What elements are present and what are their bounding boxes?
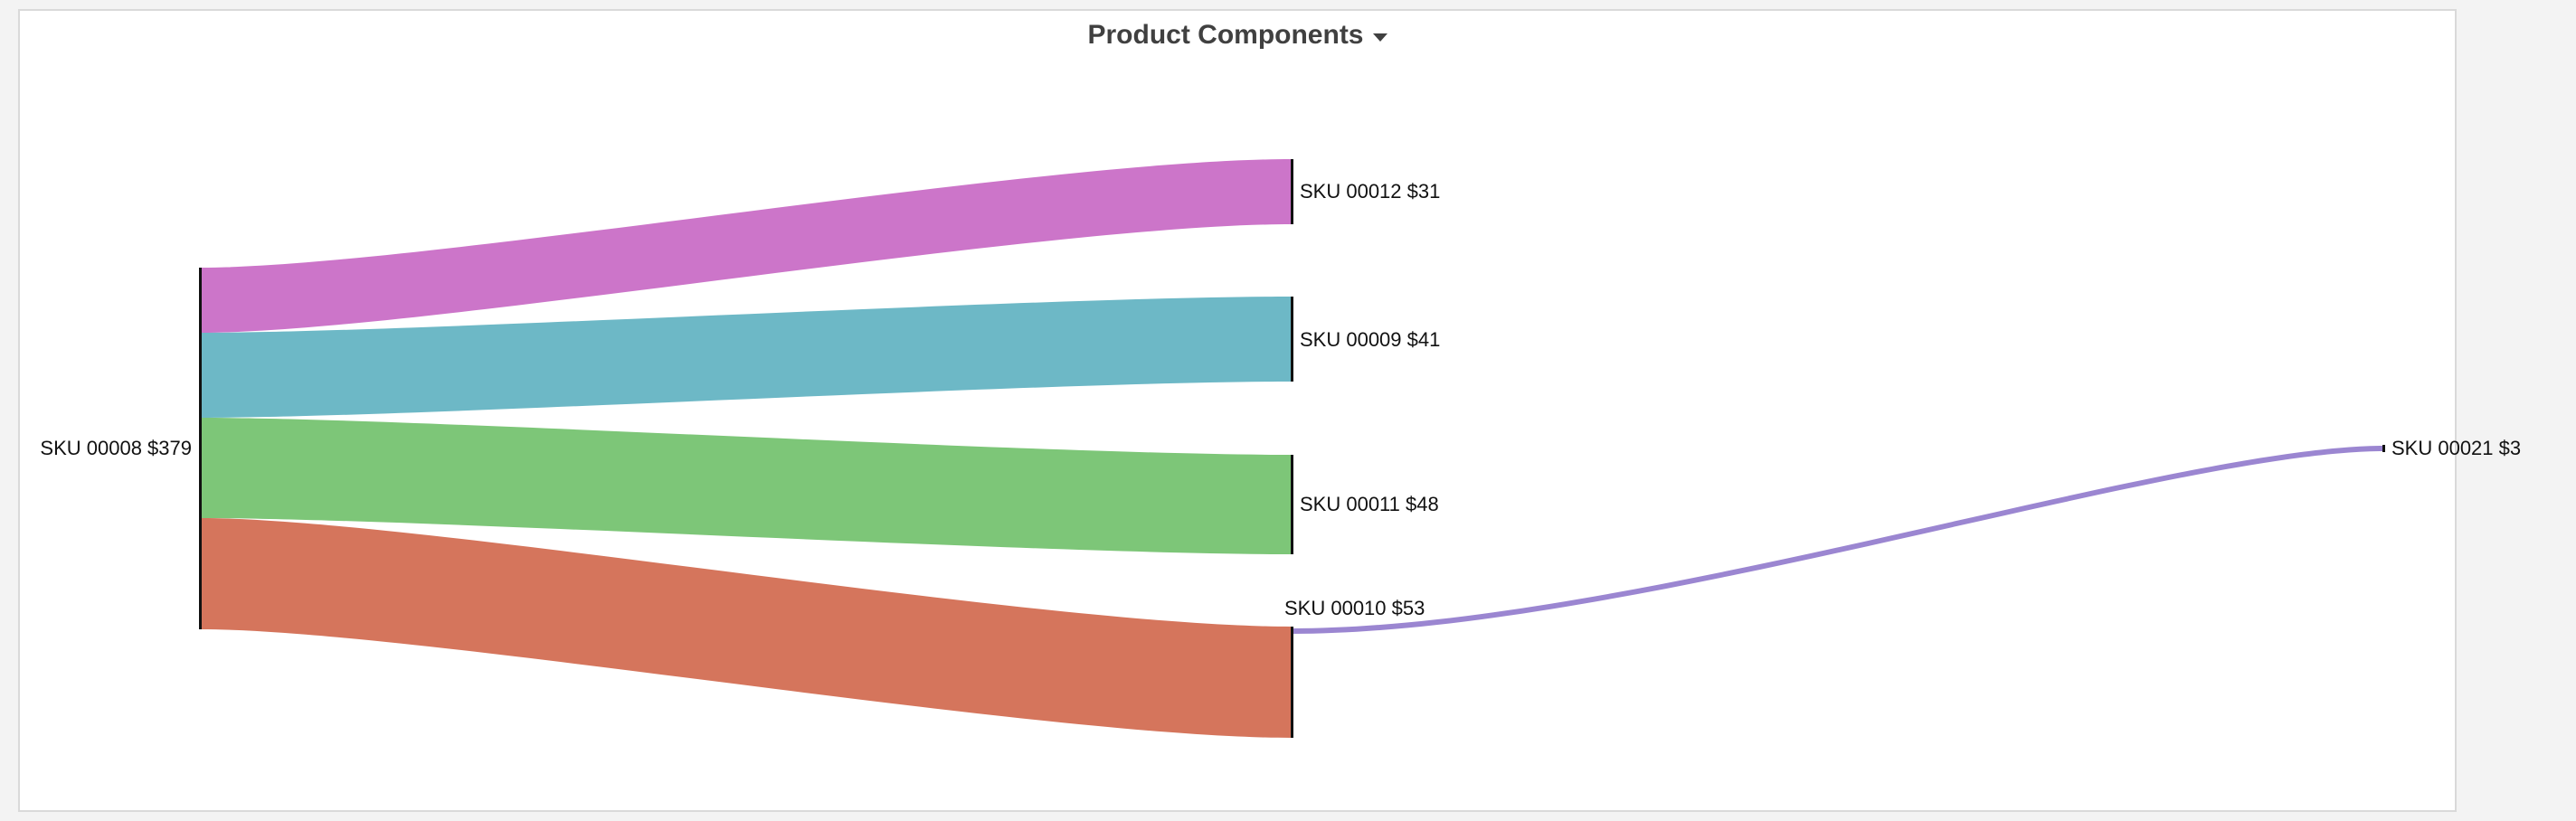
node-label-sku-00012: SKU 00012 $31 (1300, 180, 1440, 203)
node-label-sku-00008: SKU 00008 $379 (40, 437, 192, 459)
node-bar-sku-00011[interactable] (1291, 455, 1293, 554)
node-label-sku-00021: SKU 00021 $3 (2391, 437, 2521, 459)
node-bar-sku-00009[interactable] (1291, 297, 1293, 382)
node-label-sku-00011: SKU 00011 $48 (1300, 493, 1439, 515)
caret-down-icon (1372, 33, 1387, 42)
link-00008-00009[interactable] (201, 297, 1292, 418)
node-bar-sku-00021[interactable] (2382, 445, 2385, 452)
node-label-sku-00010: SKU 00010 $53 (1284, 597, 1425, 619)
node-label-sku-00009: SKU 00009 $41 (1300, 328, 1440, 351)
link-00008-00011[interactable] (201, 418, 1292, 554)
title-bar: Product Components (18, 20, 2457, 56)
node-bar-sku-00008[interactable] (199, 268, 202, 629)
link-00008-00012[interactable] (201, 159, 1292, 333)
node-bar-sku-00012[interactable] (1291, 159, 1293, 224)
link-00008-00010[interactable] (201, 518, 1292, 738)
chart-title: Product Components (1087, 20, 1364, 50)
node-bar-sku-00010[interactable] (1291, 627, 1293, 738)
link-00010-00021[interactable] (1292, 446, 2384, 634)
chart-title-dropdown[interactable]: Product Components (1088, 20, 1387, 51)
